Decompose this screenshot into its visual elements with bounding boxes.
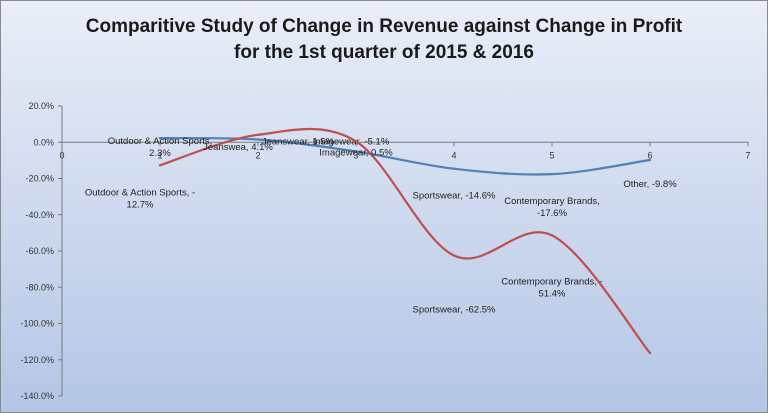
data-point: [648, 158, 652, 162]
y-tick-label: -100.0%: [20, 319, 54, 329]
chart-title-line-1: Comparitive Study of Change in Revenue a…: [85, 16, 683, 37]
y-tick-label: -120.0%: [20, 355, 54, 365]
data-label: Contemporary Brands, -51.4%: [501, 276, 602, 299]
data-point: [452, 254, 456, 257]
data-label-line: Jeanswear, 1.5%: [262, 137, 335, 148]
x-tick-label: 0: [59, 150, 64, 160]
data-point: [452, 167, 456, 170]
data-label-line: 12.7%: [127, 199, 154, 210]
y-tick-label: -20.0%: [25, 174, 54, 184]
y-tick-label: 0.0%: [33, 137, 54, 147]
data-label-line: Imagewear, 0.5%: [319, 147, 393, 158]
data-point: [550, 234, 554, 237]
chart-title-line-2: for the 1st quarter of 2015 & 2016: [234, 42, 534, 63]
data-label-line: Jeanswea, 4.1%: [203, 142, 273, 153]
data-label: Outdoor & Action Sports, -12.7%: [85, 187, 195, 210]
x-tick-label: 5: [549, 150, 554, 160]
x-tick-label: 7: [745, 150, 750, 160]
y-tick-label: 20.0%: [28, 101, 54, 111]
data-label-line: Sportswear, -62.5%: [413, 305, 496, 316]
data-label-line: Other, -9.8%: [623, 179, 677, 190]
chart-title: Comparitive Study of Change in Revenue a…: [0, 14, 768, 66]
x-tick-label: 3: [353, 150, 358, 160]
x-tick-label: 2: [255, 150, 260, 160]
data-point: [158, 164, 162, 167]
x-tick-label: 4: [451, 150, 456, 160]
data-point: [354, 150, 358, 153]
series-line-1: [159, 136, 651, 176]
y-tick-label: -80.0%: [25, 282, 54, 292]
x-tick-label: 6: [647, 150, 652, 160]
data-label-line: Contemporary Brands,: [504, 196, 600, 207]
data-label: Imagewear, 0.5%: [319, 147, 393, 158]
data-point: [648, 351, 652, 355]
data-label: Jeanswear, 1.5%: [262, 137, 335, 148]
data-point: [158, 136, 162, 140]
data-label-line: Contemporary Brands, -: [501, 276, 602, 287]
data-label-line: Outdoor & Action Sports,: [108, 136, 213, 147]
data-point: [550, 172, 554, 176]
data-label-line: -17.6%: [537, 208, 568, 219]
data-label: Sportswear, -62.5%: [413, 305, 496, 316]
data-label-line: Sportswear, -14.6%: [413, 191, 496, 202]
data-label: Other, -9.8%: [623, 179, 677, 190]
data-point: [256, 138, 260, 141]
data-point: [256, 133, 260, 137]
data-label-line: 51.4%: [539, 288, 566, 299]
x-tick-label: 1: [157, 150, 162, 160]
y-tick-label: -40.0%: [25, 210, 54, 220]
series-line-2: [159, 127, 651, 354]
data-label: Outdoor & Action Sports, 2.3%: [108, 136, 213, 159]
y-tick-label: -140.0%: [20, 391, 54, 401]
y-tick-label: -60.0%: [25, 246, 54, 256]
data-label: Imagewear, -5.1%: [313, 136, 390, 147]
data-label-line: Imagewear, -5.1%: [313, 136, 390, 147]
data-label: Jeanswea, 4.1%: [203, 142, 273, 153]
data-label: Sportswear, -14.6%: [413, 191, 496, 202]
data-label-line: 2.3%: [149, 148, 171, 159]
data-point: [354, 140, 358, 143]
data-label: Contemporary Brands, -17.6%: [504, 196, 600, 219]
data-label-line: Outdoor & Action Sports, -: [85, 187, 195, 198]
